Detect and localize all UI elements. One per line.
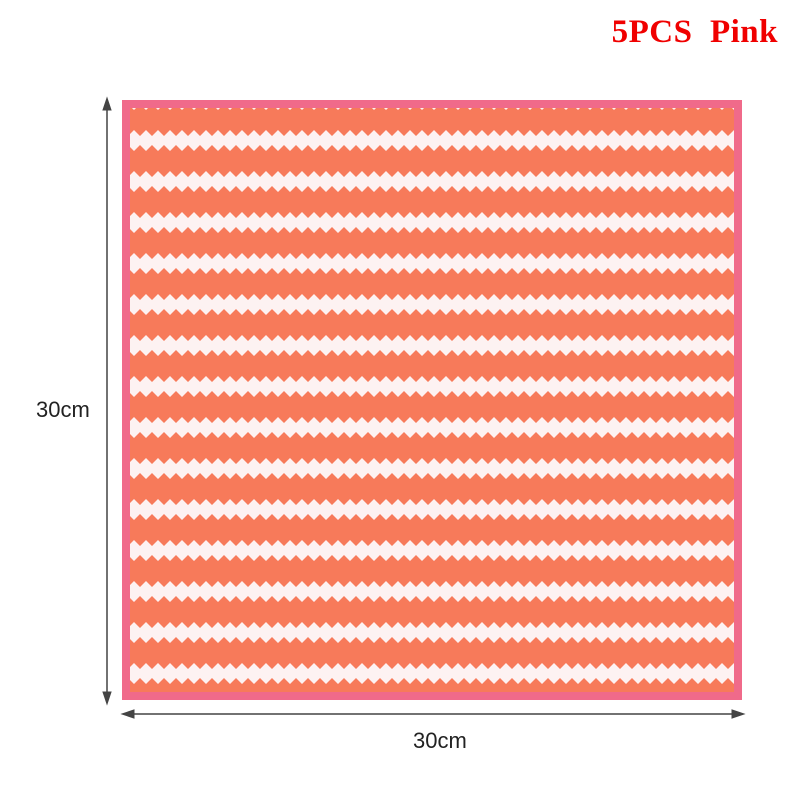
width-label: 30cm: [413, 728, 467, 753]
height-arrow: [102, 96, 112, 706]
striped-towel-image: [122, 100, 742, 700]
towel-stripes: [130, 108, 734, 692]
width-arrow: [120, 709, 746, 719]
height-label: 30cm: [36, 397, 90, 422]
product-variant-title: 5PCS Pink: [611, 14, 778, 50]
